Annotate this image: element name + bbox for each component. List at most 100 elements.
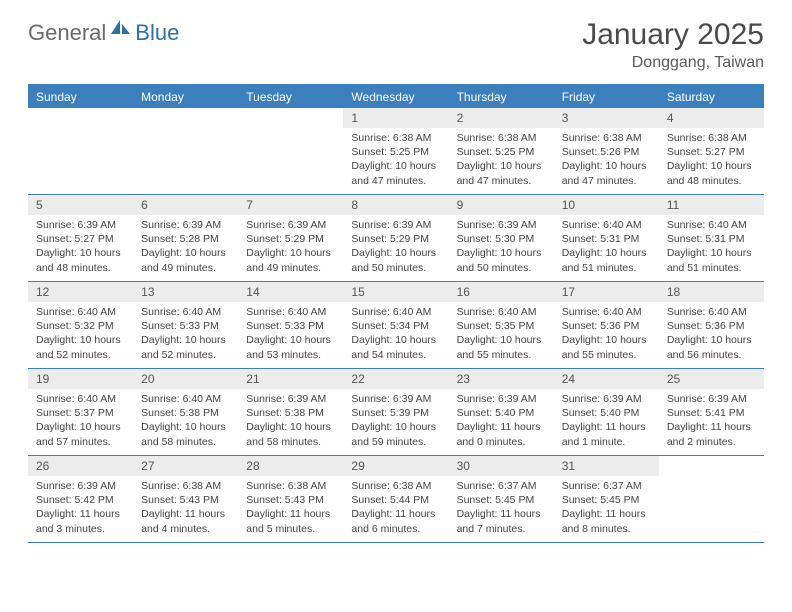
date-number: 18 [659,282,764,302]
calendar-cell: 6Sunrise: 6:39 AMSunset: 5:28 PMDaylight… [133,195,238,281]
sun-times-text: Sunrise: 6:40 AMSunset: 5:36 PMDaylight:… [659,302,764,366]
calendar-cell: 26Sunrise: 6:39 AMSunset: 5:42 PMDayligh… [28,456,133,542]
header: General Blue January 2025 Donggang, Taiw… [0,0,792,80]
date-number: 25 [659,369,764,389]
date-number: 13 [133,282,238,302]
day-header: Sunday [28,86,133,108]
calendar-week: 26Sunrise: 6:39 AMSunset: 5:42 PMDayligh… [28,456,764,543]
calendar-cell: 8Sunrise: 6:39 AMSunset: 5:29 PMDaylight… [343,195,448,281]
sun-times-text: Sunrise: 6:39 AMSunset: 5:40 PMDaylight:… [449,389,554,453]
calendar-week: 19Sunrise: 6:40 AMSunset: 5:37 PMDayligh… [28,369,764,456]
date-number: 20 [133,369,238,389]
sun-times-text: Sunrise: 6:38 AMSunset: 5:43 PMDaylight:… [133,476,238,540]
sun-times-text: Sunrise: 6:40 AMSunset: 5:33 PMDaylight:… [133,302,238,366]
sun-times-text: Sunrise: 6:39 AMSunset: 5:39 PMDaylight:… [343,389,448,453]
sun-times-text: Sunrise: 6:39 AMSunset: 5:38 PMDaylight:… [238,389,343,453]
title-block: January 2025 Donggang, Taiwan [582,18,764,72]
date-number [133,108,238,114]
sun-times-text: Sunrise: 6:40 AMSunset: 5:31 PMDaylight:… [554,215,659,279]
day-header: Friday [554,86,659,108]
sun-times-text: Sunrise: 6:39 AMSunset: 5:29 PMDaylight:… [238,215,343,279]
calendar-cell: 1Sunrise: 6:38 AMSunset: 5:25 PMDaylight… [343,108,448,194]
sun-times-text: Sunrise: 6:38 AMSunset: 5:25 PMDaylight:… [449,128,554,192]
sun-times-text: Sunrise: 6:39 AMSunset: 5:30 PMDaylight:… [449,215,554,279]
date-number: 31 [554,456,659,476]
logo-sail-icon [110,18,132,41]
sun-times-text: Sunrise: 6:40 AMSunset: 5:36 PMDaylight:… [554,302,659,366]
sun-times-text: Sunrise: 6:40 AMSunset: 5:38 PMDaylight:… [133,389,238,453]
calendar-cell: 19Sunrise: 6:40 AMSunset: 5:37 PMDayligh… [28,369,133,455]
date-number: 3 [554,108,659,128]
calendar-cell [133,108,238,194]
date-number: 8 [343,195,448,215]
day-header: Saturday [659,86,764,108]
sun-times-text: Sunrise: 6:40 AMSunset: 5:37 PMDaylight:… [28,389,133,453]
calendar-cell: 7Sunrise: 6:39 AMSunset: 5:29 PMDaylight… [238,195,343,281]
sun-times-text: Sunrise: 6:38 AMSunset: 5:25 PMDaylight:… [343,128,448,192]
calendar-cell: 25Sunrise: 6:39 AMSunset: 5:41 PMDayligh… [659,369,764,455]
location-subtitle: Donggang, Taiwan [582,54,764,72]
date-number [659,456,764,462]
date-number: 23 [449,369,554,389]
sun-times-text: Sunrise: 6:40 AMSunset: 5:32 PMDaylight:… [28,302,133,366]
date-number: 29 [343,456,448,476]
date-number: 15 [343,282,448,302]
calendar-cell: 15Sunrise: 6:40 AMSunset: 5:34 PMDayligh… [343,282,448,368]
calendar-cell: 20Sunrise: 6:40 AMSunset: 5:38 PMDayligh… [133,369,238,455]
date-number: 11 [659,195,764,215]
calendar-cell: 2Sunrise: 6:38 AMSunset: 5:25 PMDaylight… [449,108,554,194]
calendar-cell: 29Sunrise: 6:38 AMSunset: 5:44 PMDayligh… [343,456,448,542]
day-header: Monday [133,86,238,108]
date-number: 17 [554,282,659,302]
calendar-cell: 3Sunrise: 6:38 AMSunset: 5:26 PMDaylight… [554,108,659,194]
date-number: 5 [28,195,133,215]
calendar-cell: 13Sunrise: 6:40 AMSunset: 5:33 PMDayligh… [133,282,238,368]
calendar-cell: 17Sunrise: 6:40 AMSunset: 5:36 PMDayligh… [554,282,659,368]
date-number: 27 [133,456,238,476]
logo-text-general: General [28,20,106,46]
date-number: 2 [449,108,554,128]
date-number: 21 [238,369,343,389]
date-number: 22 [343,369,448,389]
sun-times-text: Sunrise: 6:39 AMSunset: 5:29 PMDaylight:… [343,215,448,279]
sun-times-text: Sunrise: 6:40 AMSunset: 5:35 PMDaylight:… [449,302,554,366]
date-number: 19 [28,369,133,389]
sun-times-text: Sunrise: 6:39 AMSunset: 5:40 PMDaylight:… [554,389,659,453]
date-number: 7 [238,195,343,215]
calendar-cell: 14Sunrise: 6:40 AMSunset: 5:33 PMDayligh… [238,282,343,368]
day-header: Tuesday [238,86,343,108]
sun-times-text: Sunrise: 6:39 AMSunset: 5:42 PMDaylight:… [28,476,133,540]
date-number: 28 [238,456,343,476]
date-number: 10 [554,195,659,215]
date-number [28,108,133,114]
calendar-cell: 5Sunrise: 6:39 AMSunset: 5:27 PMDaylight… [28,195,133,281]
calendar-cell: 10Sunrise: 6:40 AMSunset: 5:31 PMDayligh… [554,195,659,281]
sun-times-text: Sunrise: 6:39 AMSunset: 5:27 PMDaylight:… [28,215,133,279]
sun-times-text: Sunrise: 6:38 AMSunset: 5:43 PMDaylight:… [238,476,343,540]
logo-text-blue: Blue [135,20,179,46]
calendar-cell [659,456,764,542]
logo: General Blue [28,18,179,47]
calendar-cell: 11Sunrise: 6:40 AMSunset: 5:31 PMDayligh… [659,195,764,281]
day-header: Wednesday [343,86,448,108]
date-number: 26 [28,456,133,476]
sun-times-text: Sunrise: 6:39 AMSunset: 5:28 PMDaylight:… [133,215,238,279]
date-number: 6 [133,195,238,215]
page-title: January 2025 [582,18,764,52]
date-number: 30 [449,456,554,476]
date-number: 4 [659,108,764,128]
sun-times-text: Sunrise: 6:40 AMSunset: 5:34 PMDaylight:… [343,302,448,366]
sun-times-text: Sunrise: 6:40 AMSunset: 5:33 PMDaylight:… [238,302,343,366]
date-number: 24 [554,369,659,389]
calendar-cell: 4Sunrise: 6:38 AMSunset: 5:27 PMDaylight… [659,108,764,194]
calendar-cell: 30Sunrise: 6:37 AMSunset: 5:45 PMDayligh… [449,456,554,542]
calendar-cell: 27Sunrise: 6:38 AMSunset: 5:43 PMDayligh… [133,456,238,542]
date-number: 12 [28,282,133,302]
calendar-cell: 31Sunrise: 6:37 AMSunset: 5:45 PMDayligh… [554,456,659,542]
calendar-cell [28,108,133,194]
calendar-week: 12Sunrise: 6:40 AMSunset: 5:32 PMDayligh… [28,282,764,369]
sun-times-text: Sunrise: 6:40 AMSunset: 5:31 PMDaylight:… [659,215,764,279]
calendar-cell: 21Sunrise: 6:39 AMSunset: 5:38 PMDayligh… [238,369,343,455]
calendar-cell: 24Sunrise: 6:39 AMSunset: 5:40 PMDayligh… [554,369,659,455]
sun-times-text: Sunrise: 6:37 AMSunset: 5:45 PMDaylight:… [554,476,659,540]
